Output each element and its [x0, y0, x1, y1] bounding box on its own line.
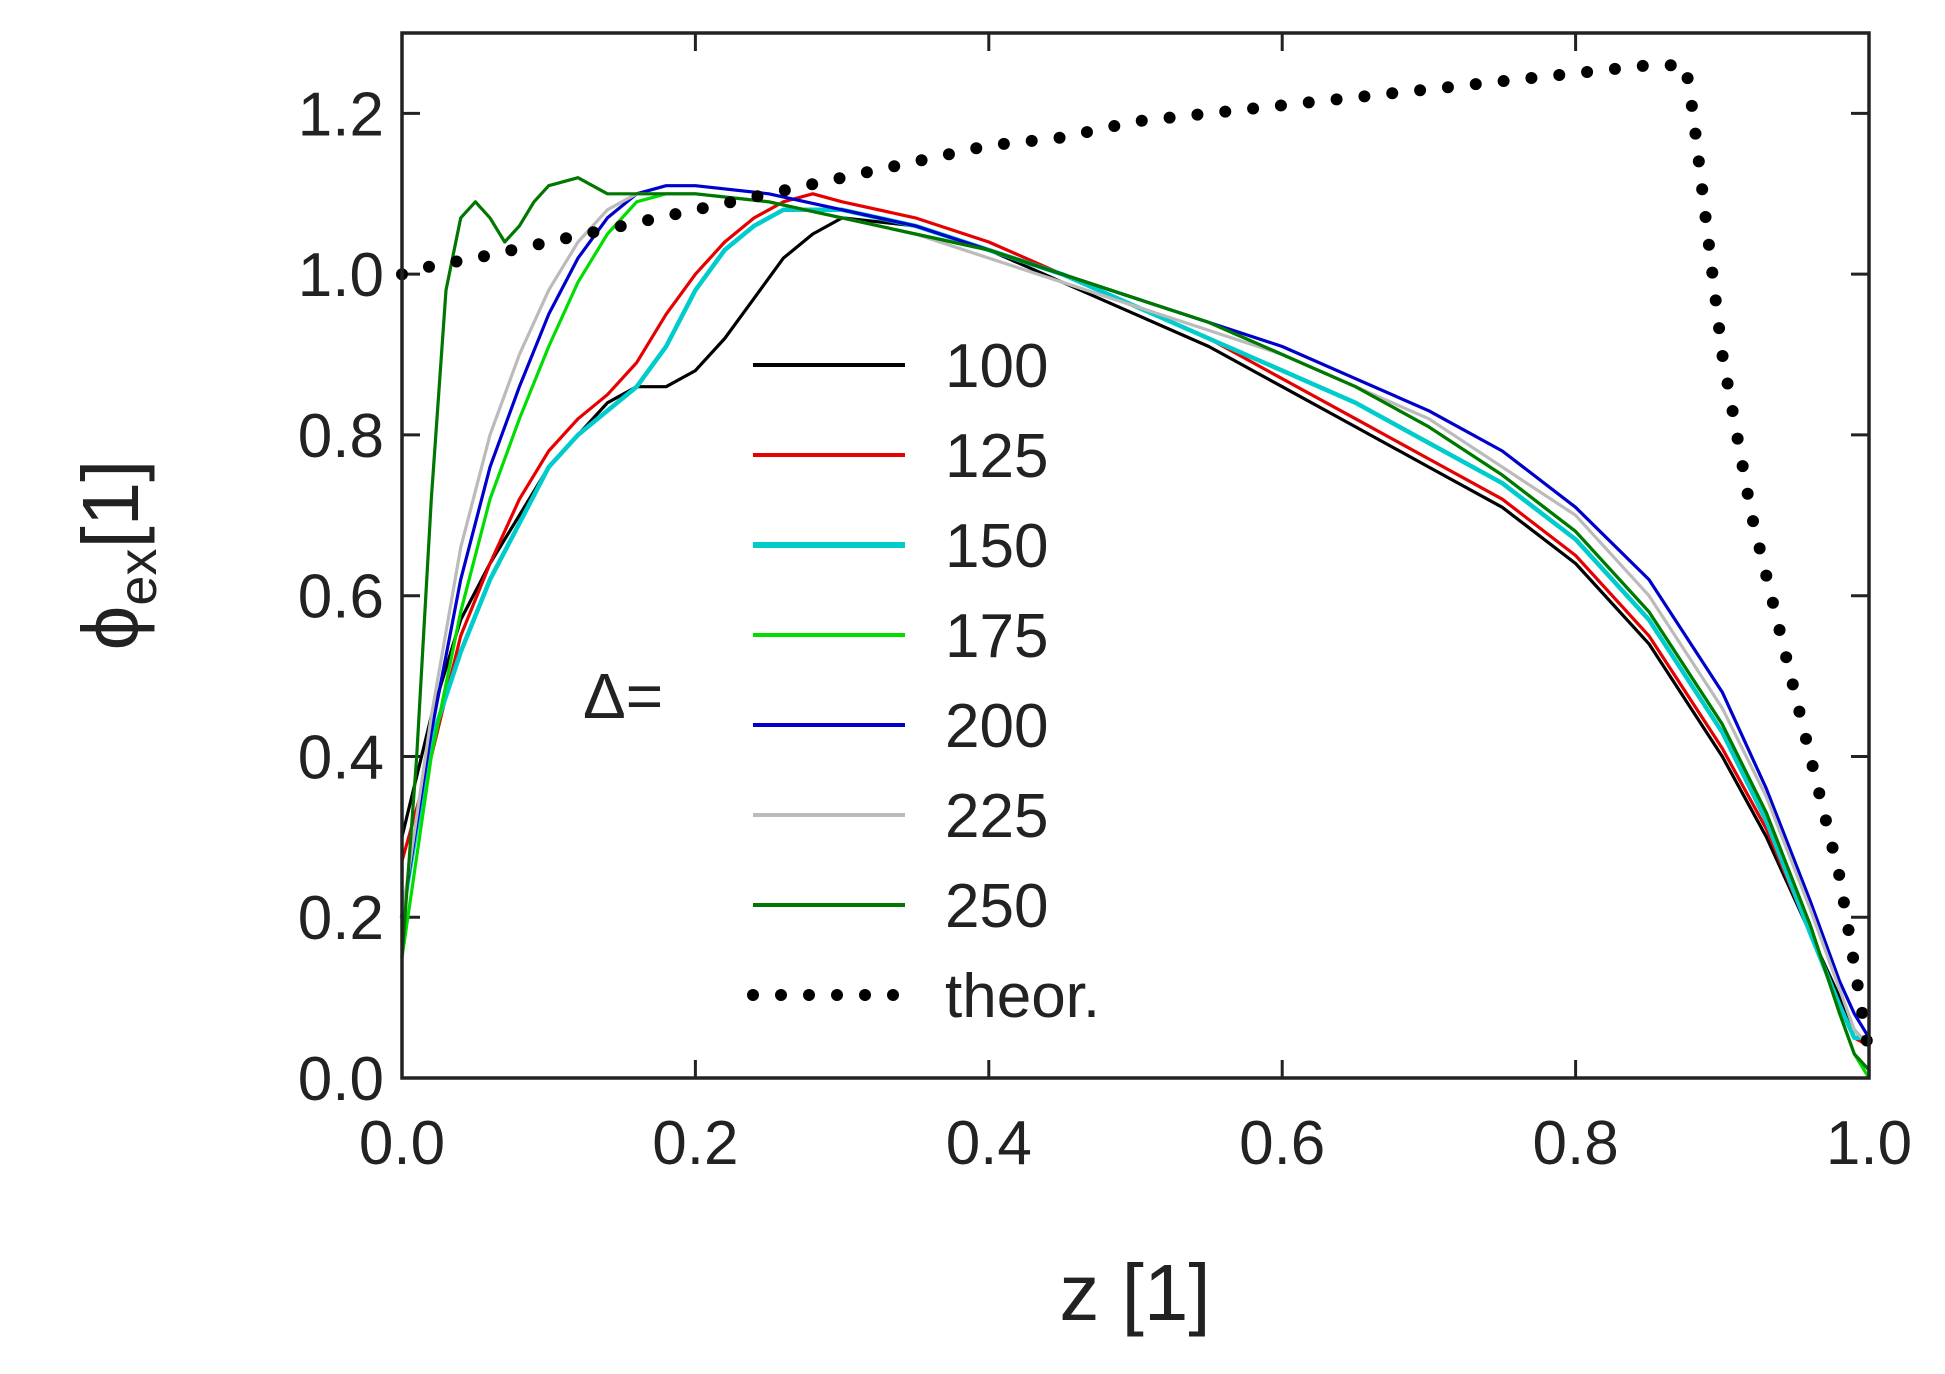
series-line-250: [400, 176, 1871, 1072]
y-axis-unit: [1]: [66, 460, 155, 549]
y-tick-label: 0.2: [298, 884, 384, 953]
ticks-layer: [400, 33, 1871, 1080]
x-tick-label: 0.4: [946, 1109, 1032, 1178]
legend-prefix: Δ=: [583, 660, 663, 732]
y-tick-label: 1.2: [298, 80, 384, 149]
y-tick-label: 1.0: [298, 241, 384, 310]
legend-label-100: 100: [945, 332, 1048, 401]
legend-label-200: 200: [945, 692, 1048, 761]
series-line-theoretical: [396, 59, 1875, 1060]
legend-label-250: 250: [945, 872, 1048, 941]
series-line-125: [400, 192, 1871, 1048]
y-axis-subscript: ex: [108, 549, 168, 606]
x-tick-label: 0.2: [652, 1109, 738, 1178]
svg-text:ϕex[1]: ϕex[1]: [66, 460, 168, 651]
series-line-100: [400, 216, 1871, 1048]
legend-label-225: 225: [945, 782, 1048, 851]
plot-frame: [400, 31, 1871, 1080]
legend-label-125: 125: [945, 422, 1048, 491]
tick-labels-layer: 0.0 0.2 0.4 0.6 0.8 1.0 0.0 0.2 0.4 0.6 0.8 1.0 1.2: [298, 80, 1912, 1178]
y-axis-symbol: ϕ: [66, 606, 155, 651]
legend-label-175: 175: [945, 602, 1048, 671]
y-axis-title: ϕex[1]: [66, 460, 168, 651]
y-tick-label: 0.8: [298, 402, 384, 471]
series-line-225: [400, 192, 1871, 1048]
x-axis-title: z [1]: [1059, 1248, 1210, 1337]
y-tick-label: 0.0: [298, 1045, 384, 1114]
legend: 100 125 150 175 200 225 250 theor.: [747, 332, 1100, 1031]
legend-label-150: 150: [945, 512, 1048, 581]
series-line-150: [399, 207, 1872, 1041]
x-tick-label: 1.0: [1826, 1109, 1912, 1178]
y-tick-label: 0.6: [298, 563, 384, 632]
legend-label-theoretical: theor.: [945, 962, 1100, 1031]
x-tick-label: 0.8: [1532, 1109, 1618, 1178]
series-layer: [396, 59, 1875, 1080]
x-tick-label: 0.6: [1239, 1109, 1325, 1178]
x-tick-label: 0.0: [359, 1109, 445, 1178]
y-tick-label: 0.4: [298, 723, 384, 792]
